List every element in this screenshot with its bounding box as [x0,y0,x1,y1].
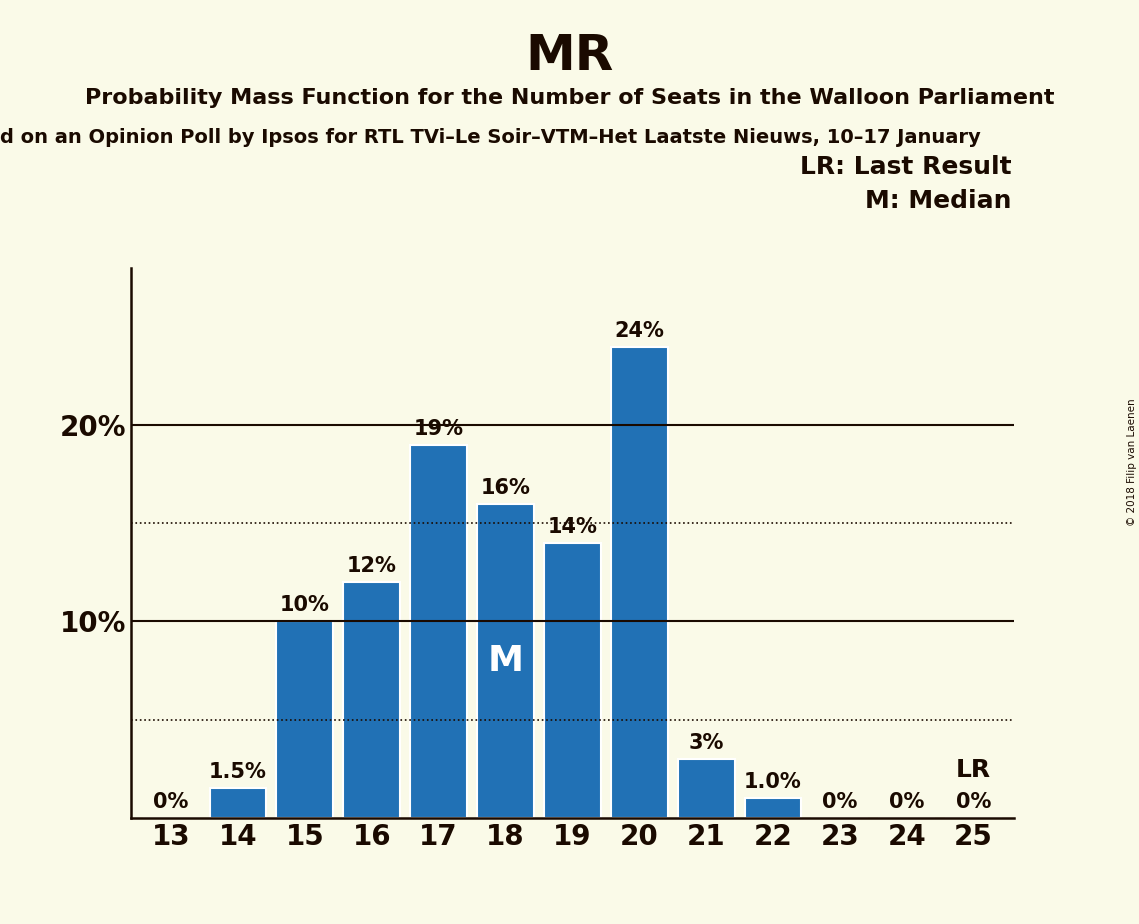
Text: Probability Mass Function for the Number of Seats in the Walloon Parliament: Probability Mass Function for the Number… [84,88,1055,108]
Text: M: M [487,644,524,677]
Text: 10%: 10% [280,595,330,615]
Text: 16%: 16% [481,478,531,498]
Text: 24%: 24% [614,321,664,341]
Bar [544,543,600,818]
Text: d on an Opinion Poll by Ipsos for RTL TVi–Le Soir–VTM–Het Laatste Nieuws, 10–17 : d on an Opinion Poll by Ipsos for RTL TV… [0,128,981,147]
Bar [678,759,735,818]
Bar [477,504,534,818]
Bar [410,444,467,818]
Text: 19%: 19% [413,419,464,439]
Bar [343,582,400,818]
Text: 1.0%: 1.0% [744,772,802,792]
Text: M: Median: M: Median [865,189,1011,213]
Text: MR: MR [525,32,614,80]
Text: 0%: 0% [822,792,858,812]
Text: 12%: 12% [346,556,396,577]
Text: 14%: 14% [548,517,597,537]
Text: 0%: 0% [890,792,925,812]
Bar [277,622,334,818]
Bar [210,788,267,818]
Text: © 2018 Filip van Laenen: © 2018 Filip van Laenen [1126,398,1137,526]
Bar [611,346,667,818]
Text: LR: Last Result: LR: Last Result [800,155,1011,179]
Text: LR: LR [956,759,991,783]
Bar [745,798,802,818]
Text: 0%: 0% [956,792,991,812]
Text: 0%: 0% [154,792,189,812]
Text: 3%: 3% [688,733,723,753]
Text: 1.5%: 1.5% [210,762,267,783]
